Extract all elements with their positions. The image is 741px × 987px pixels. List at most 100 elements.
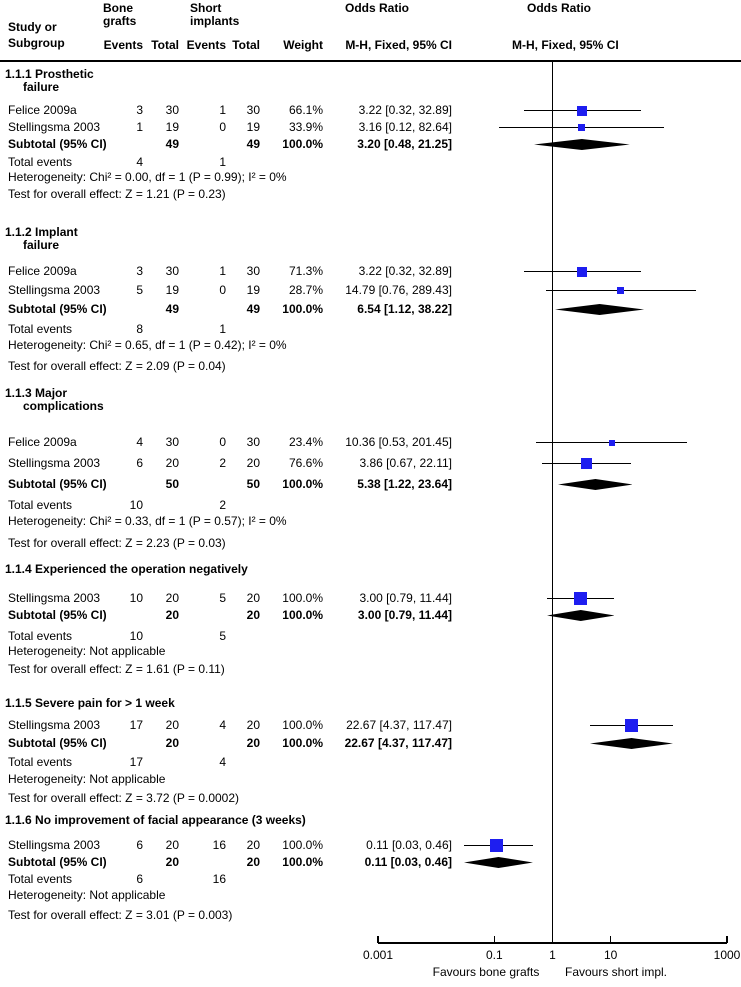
total-events-value2: 1 [219,155,226,169]
study-name: Felice 2009a [8,264,77,278]
subtotal-or-ci-text: 3.20 [0.48, 21.25] [357,137,452,151]
axis-tick [377,936,379,943]
total2-value: 20 [246,591,260,605]
subtotal-weight: 100.0% [282,736,323,750]
subgroup-heading: 1.1.2 Implant [5,225,78,239]
events2-header: Events [186,38,226,52]
subtotal-total2: 50 [246,477,260,491]
weight-value: 100.0% [282,838,323,852]
subtotal-weight: 100.0% [282,608,323,622]
axis-tick-label: 1 [549,948,556,962]
weight-value: 23.4% [288,435,323,449]
subgroup-heading: 1.1.1 Prosthetic [5,67,94,81]
events2-value: 5 [219,591,226,605]
subtotal-total1: 49 [165,137,179,151]
total2-value: 30 [246,264,260,278]
or-ci-text: 0.11 [0.03, 0.46] [366,838,452,852]
or-ci-text: 22.67 [4.37, 117.47] [346,718,452,732]
or-ci-text: 3.16 [0.12, 82.64] [358,120,452,134]
subtotal-or-ci-text: 5.38 [1.22, 23.64] [357,477,452,491]
weight-value: 100.0% [282,718,323,732]
subtotal-weight: 100.0% [282,137,323,151]
axis-tick-label: 0.1 [485,948,503,962]
total2-value: 19 [246,283,260,297]
subtotal-label: Subtotal (95% CI) [8,477,107,491]
summary-diamond [557,479,633,490]
total-events-value1: 6 [136,872,143,886]
events2-value: 0 [219,283,226,297]
effect-square [577,105,588,116]
subtotal-or-ci-text: 6.54 [1.12, 38.22] [357,302,452,316]
total1-value: 20 [165,591,179,605]
study-row: Stellingsma 2003 1 19 0 19 33.9% 3.16 [0.12, 8… [0,120,741,135]
study-row: Stellingsma 2003 6 20 16 20 100.0% 0.11 [0.03,… [0,838,741,853]
group1-header-line1: Bone [103,1,133,15]
total1-value: 30 [165,435,179,449]
heterogeneity-note: Heterogeneity: Chi² = 0.65, df = 1 (P = … [8,338,287,352]
or-ci-text: 3.86 [0.67, 22.11] [359,456,452,470]
study-name: Stellingsma 2003 [8,456,101,470]
group2-header-line2: implants [190,14,240,28]
subtotal-total1: 49 [165,302,179,316]
events1-value: 1 [136,120,143,134]
overall-effect-test-note: Test for overall effect: Z = 2.23 (P = 0… [8,536,226,550]
events2-value: 2 [219,456,226,470]
axis-tick-label: 0.001 [362,948,394,962]
events2-value: 4 [219,718,226,732]
or-ci-text: 3.22 [0.32, 32.89] [358,103,452,117]
total-events-value1: 17 [129,755,143,769]
effect-square [577,266,588,277]
study-name: Stellingsma 2003 [8,838,101,852]
subtotal-total2: 20 [246,736,260,750]
overall-effect-test-note: Test for overall effect: Z = 2.09 (P = 0… [8,359,226,373]
subtotal-total1: 20 [165,855,179,869]
summary-diamond [546,610,615,621]
null-effect-line [551,62,553,943]
effect-square [624,719,638,732]
subgroup-heading: 1.1.3 Major [5,386,68,400]
summary-diamond [555,304,645,315]
subtotal-total1: 50 [165,477,179,491]
total-events-label: Total events [8,755,73,769]
total-events-value2: 2 [219,498,226,512]
plot-method-header: M-H, Fixed, 95% CI [512,38,619,52]
subtotal-total2: 49 [246,137,260,151]
total2-value: 20 [246,718,260,732]
total2-value: 30 [246,435,260,449]
total-events-value2: 5 [219,629,226,643]
total-events-label: Total events [8,872,73,886]
study-name: Felice 2009a [8,435,77,449]
events1-value: 3 [136,264,143,278]
study-name: Felice 2009a [8,103,77,117]
subtotal-row: Subtotal (95% CI) 20 20 100.0% 3.00 [0.79, 1… [0,608,741,623]
effect-square [573,592,587,605]
total-events-row: Total events 4 1 [0,155,741,170]
study-name: Stellingsma 2003 [8,591,101,605]
total-events-value1: 4 [136,155,143,169]
weight-value: 28.7% [288,283,323,297]
overall-effect-test-note: Test for overall effect: Z = 1.61 (P = 0… [8,662,225,676]
plot-or-header: Odds Ratio [527,1,592,15]
total2-header: Total [232,38,260,52]
events1-value: 10 [129,591,143,605]
or-ci-text: 10.36 [0.53, 201.45] [345,435,452,449]
study-row: Felice 2009a 3 30 1 30 66.1% 3.22 [0.32, 32.89… [0,103,741,118]
subtotal-total2: 20 [246,855,260,869]
subgroup-heading: complications [23,399,104,413]
or-ci-text: 3.00 [0.79, 11.44] [359,591,452,605]
summary-diamond [463,857,533,868]
axis-tick [493,936,496,943]
effect-square [490,839,504,852]
study-col-header-line2: Subgroup [8,36,65,50]
study-row: Stellingsma 2003 6 20 2 20 76.6% 3.86 [0.67, 2… [0,456,741,471]
total1-value: 30 [165,264,179,278]
study-row: Felice 2009a 4 30 0 30 23.4% 10.36 [0.53, 201.… [0,435,741,450]
total1-value: 30 [165,103,179,117]
study-row: Stellingsma 2003 17 20 4 20 100.0% 22.67 [4.37… [0,718,741,733]
total-events-value1: 10 [129,629,143,643]
subtotal-row: Subtotal (95% CI) 50 50 100.0% 5.38 [1.22, 2… [0,477,741,492]
effect-square [578,124,586,131]
subtotal-or-ci-text: 0.11 [0.03, 0.46] [364,855,452,869]
total-events-row: Total events 10 2 [0,498,741,513]
